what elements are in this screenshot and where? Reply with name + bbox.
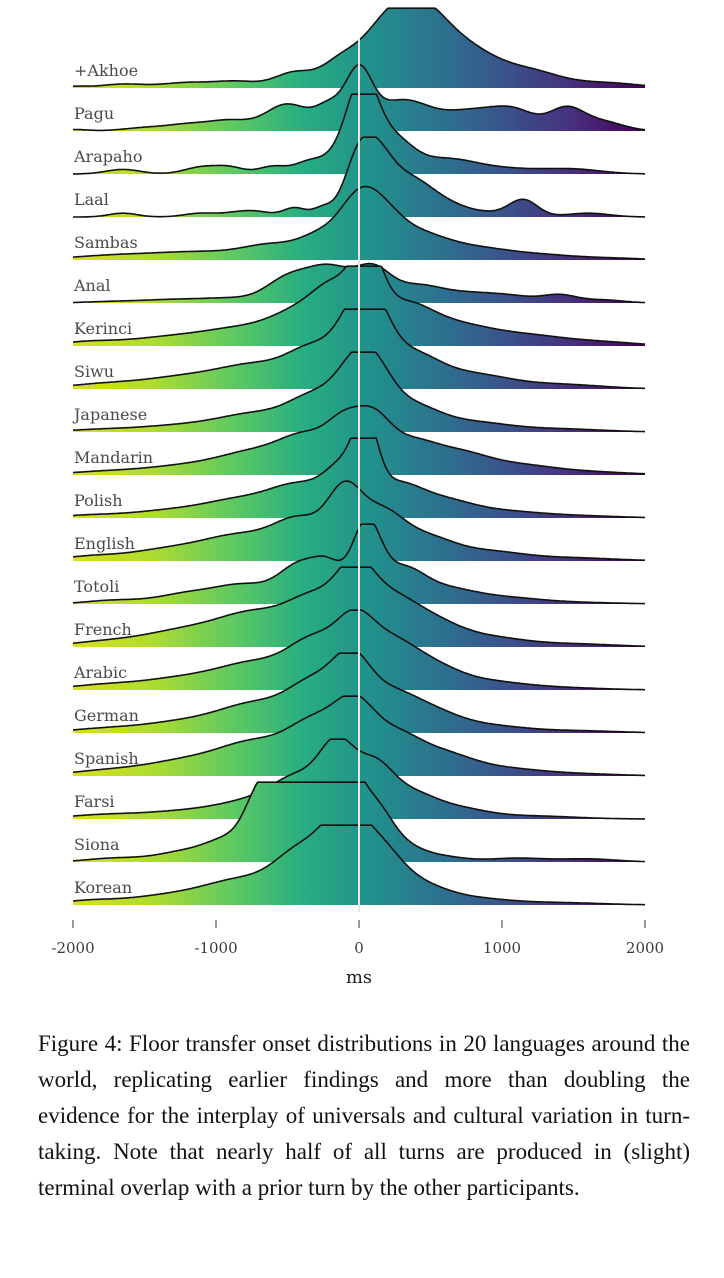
x-axis-label: ms [346, 967, 372, 988]
x-tick-label: 1000 [483, 939, 521, 957]
language-label: Sambas [74, 233, 138, 252]
x-axis: -2000 -1000 0 1000 2000 [51, 920, 664, 957]
x-tick-label: -1000 [194, 939, 237, 957]
x-tick-label: -2000 [51, 939, 94, 957]
x-tick-label: 0 [354, 939, 364, 957]
language-label: Laal [74, 190, 109, 209]
language-label: Japanese [72, 405, 147, 424]
language-label: Arapaho [73, 147, 142, 166]
language-label: Farsi [74, 792, 115, 811]
language-label: Arabic [73, 663, 127, 682]
language-label: English [74, 534, 135, 553]
language-label: Korean [74, 878, 132, 897]
language-label: Polish [74, 491, 123, 510]
language-label: Totoli [74, 577, 119, 596]
language-label: Mandarin [74, 448, 153, 467]
language-label: German [74, 706, 139, 725]
language-label: French [74, 620, 132, 639]
x-tick-label: 2000 [626, 939, 664, 957]
language-label: Kerinci [74, 319, 132, 338]
language-label: Siona [74, 835, 120, 854]
ridgeline-chart: +Akhoe Pagu Arapaho Laal Sambas Anal Kerinci Si… [51, 7, 664, 988]
language-label: Siwu [74, 362, 114, 381]
language-labels: +Akhoe Pagu Arapaho Laal Sambas Anal Kerinci Si… [72, 61, 153, 897]
figure-caption: Figure 4: Floor transfer onset distribut… [38, 1031, 690, 1200]
language-label: +Akhoe [74, 61, 138, 80]
language-label: Anal [73, 276, 111, 295]
language-label: Spanish [74, 749, 139, 768]
language-label: Pagu [74, 104, 114, 123]
